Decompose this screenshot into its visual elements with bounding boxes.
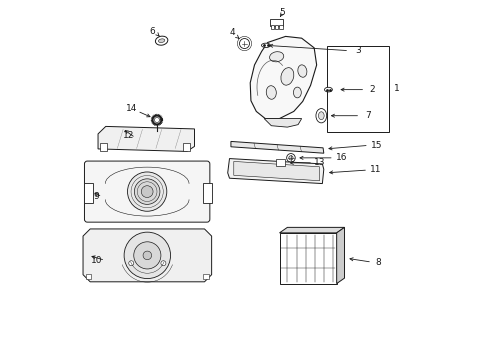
Circle shape [134,179,160,204]
Polygon shape [151,114,163,126]
Ellipse shape [315,109,326,123]
Bar [270,19,283,26]
Circle shape [124,232,170,279]
Ellipse shape [293,87,301,98]
Bar [275,159,284,166]
Circle shape [239,39,249,49]
FancyBboxPatch shape [84,161,209,222]
Text: 8: 8 [375,258,381,267]
Text: 4: 4 [229,28,234,37]
Text: 10: 10 [90,256,102,265]
Polygon shape [227,158,323,184]
Circle shape [143,251,151,260]
Circle shape [127,172,166,211]
Text: 6: 6 [149,27,155,36]
Polygon shape [233,161,319,181]
Text: 2: 2 [369,85,374,94]
Text: 11: 11 [369,166,381,175]
Circle shape [134,242,161,269]
Text: 13: 13 [313,158,325,167]
Bar [203,183,212,203]
Ellipse shape [297,65,306,77]
Polygon shape [279,228,344,233]
Text: 9: 9 [93,192,99,201]
Polygon shape [98,126,194,152]
Text: 16: 16 [336,153,347,162]
Ellipse shape [324,87,332,92]
Bar [183,143,190,151]
Ellipse shape [269,52,283,62]
Ellipse shape [266,86,276,99]
Circle shape [141,186,153,198]
Bar [100,143,107,151]
Ellipse shape [155,36,167,45]
Text: 1: 1 [393,84,399,93]
Polygon shape [336,228,344,284]
Bar [83,183,93,203]
Text: 5: 5 [279,8,285,17]
Bar [85,274,91,279]
Bar [270,25,274,28]
Ellipse shape [158,39,164,42]
Bar [279,25,282,28]
Ellipse shape [318,112,324,120]
Polygon shape [264,118,301,127]
Circle shape [154,117,159,122]
Bar [326,46,388,132]
Circle shape [161,261,165,266]
Bar [274,25,278,28]
Text: 12: 12 [122,131,134,140]
Circle shape [286,154,295,162]
Circle shape [288,156,292,160]
Text: 14: 14 [125,104,137,113]
Text: 3: 3 [354,46,360,55]
Bar [203,274,209,279]
Bar [154,130,160,134]
Bar [279,233,336,284]
Polygon shape [230,141,323,153]
Ellipse shape [261,43,270,48]
Text: 15: 15 [370,141,382,150]
Ellipse shape [280,68,293,85]
Text: 7: 7 [364,111,370,120]
Polygon shape [83,229,211,282]
Polygon shape [250,36,316,118]
Circle shape [128,261,134,266]
